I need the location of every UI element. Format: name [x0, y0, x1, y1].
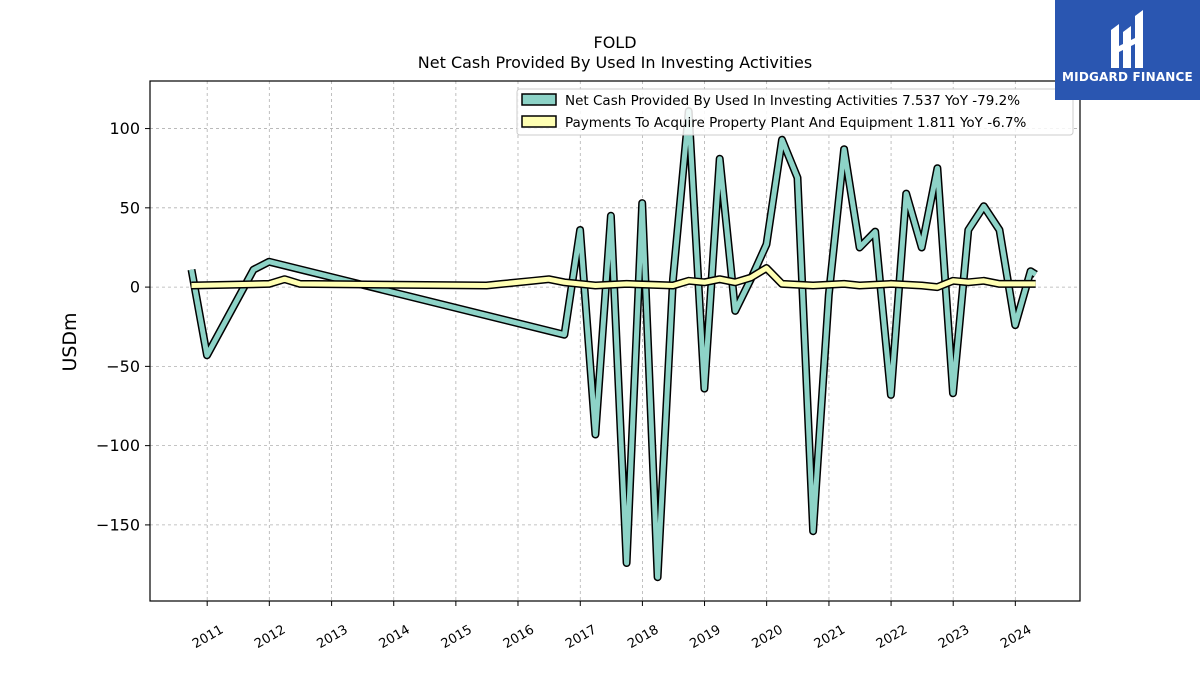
y-tick-label: −150: [96, 515, 140, 534]
y-axis: 100 50 0 −50 −100 −150: [96, 119, 150, 534]
series-layer: [187, 107, 1038, 582]
legend-label-capex: Payments To Acquire Property Plant And E…: [565, 115, 1027, 131]
x-tick-label: 2013: [314, 622, 350, 652]
y-tick-label: 50: [120, 198, 140, 217]
legend-swatch-capex: [521, 115, 557, 128]
midgard-finance-logo: MIDGARD FINANCE: [1055, 0, 1200, 100]
logo-text: MIDGARD FINANCE: [1062, 70, 1193, 84]
x-tick-label: 2011: [190, 622, 226, 652]
y-tick-label: 0: [130, 278, 140, 297]
x-axis: 2011 2012 2013 2014 2015 2016 2017 2018 2019 2020…: [190, 601, 1034, 652]
x-tick-label: 2017: [563, 622, 599, 652]
x-tick-label: 2015: [439, 622, 475, 652]
x-tick-label: 2020: [749, 622, 785, 652]
legend: Net Cash Provided By Used In Investing A…: [516, 88, 1074, 136]
x-tick-label: 2024: [998, 622, 1034, 652]
plot-frame: [149, 80, 1081, 602]
x-tick-label: 2022: [874, 622, 910, 652]
legend-label-net-cash: Net Cash Provided By Used In Investing A…: [565, 93, 1020, 109]
legend-swatch-net-cash: [521, 93, 557, 106]
y-axis-label: USDm: [59, 312, 81, 371]
chart-title: FOLD: [593, 33, 636, 52]
x-tick-label: 2014: [377, 622, 413, 652]
x-tick-label: 2021: [812, 622, 848, 652]
x-tick-label: 2016: [501, 622, 537, 652]
series-line-1: [191, 265, 1036, 290]
x-tick-label: 2012: [252, 622, 288, 652]
series-outline-0: [187, 107, 1038, 582]
series-line-0: [189, 108, 1038, 580]
x-tick-label: 2023: [936, 622, 972, 652]
y-tick-label: −100: [96, 436, 140, 455]
x-tick-label: 2018: [625, 622, 661, 652]
legend-box: [516, 88, 1074, 136]
y-tick-label: −50: [106, 357, 140, 376]
chart-subtitle: Net Cash Provided By Used In Investing A…: [418, 53, 812, 72]
y-tick-label: 100: [109, 119, 140, 138]
midgard-logo-icon: [1111, 10, 1143, 68]
x-tick-label: 2019: [687, 622, 723, 652]
